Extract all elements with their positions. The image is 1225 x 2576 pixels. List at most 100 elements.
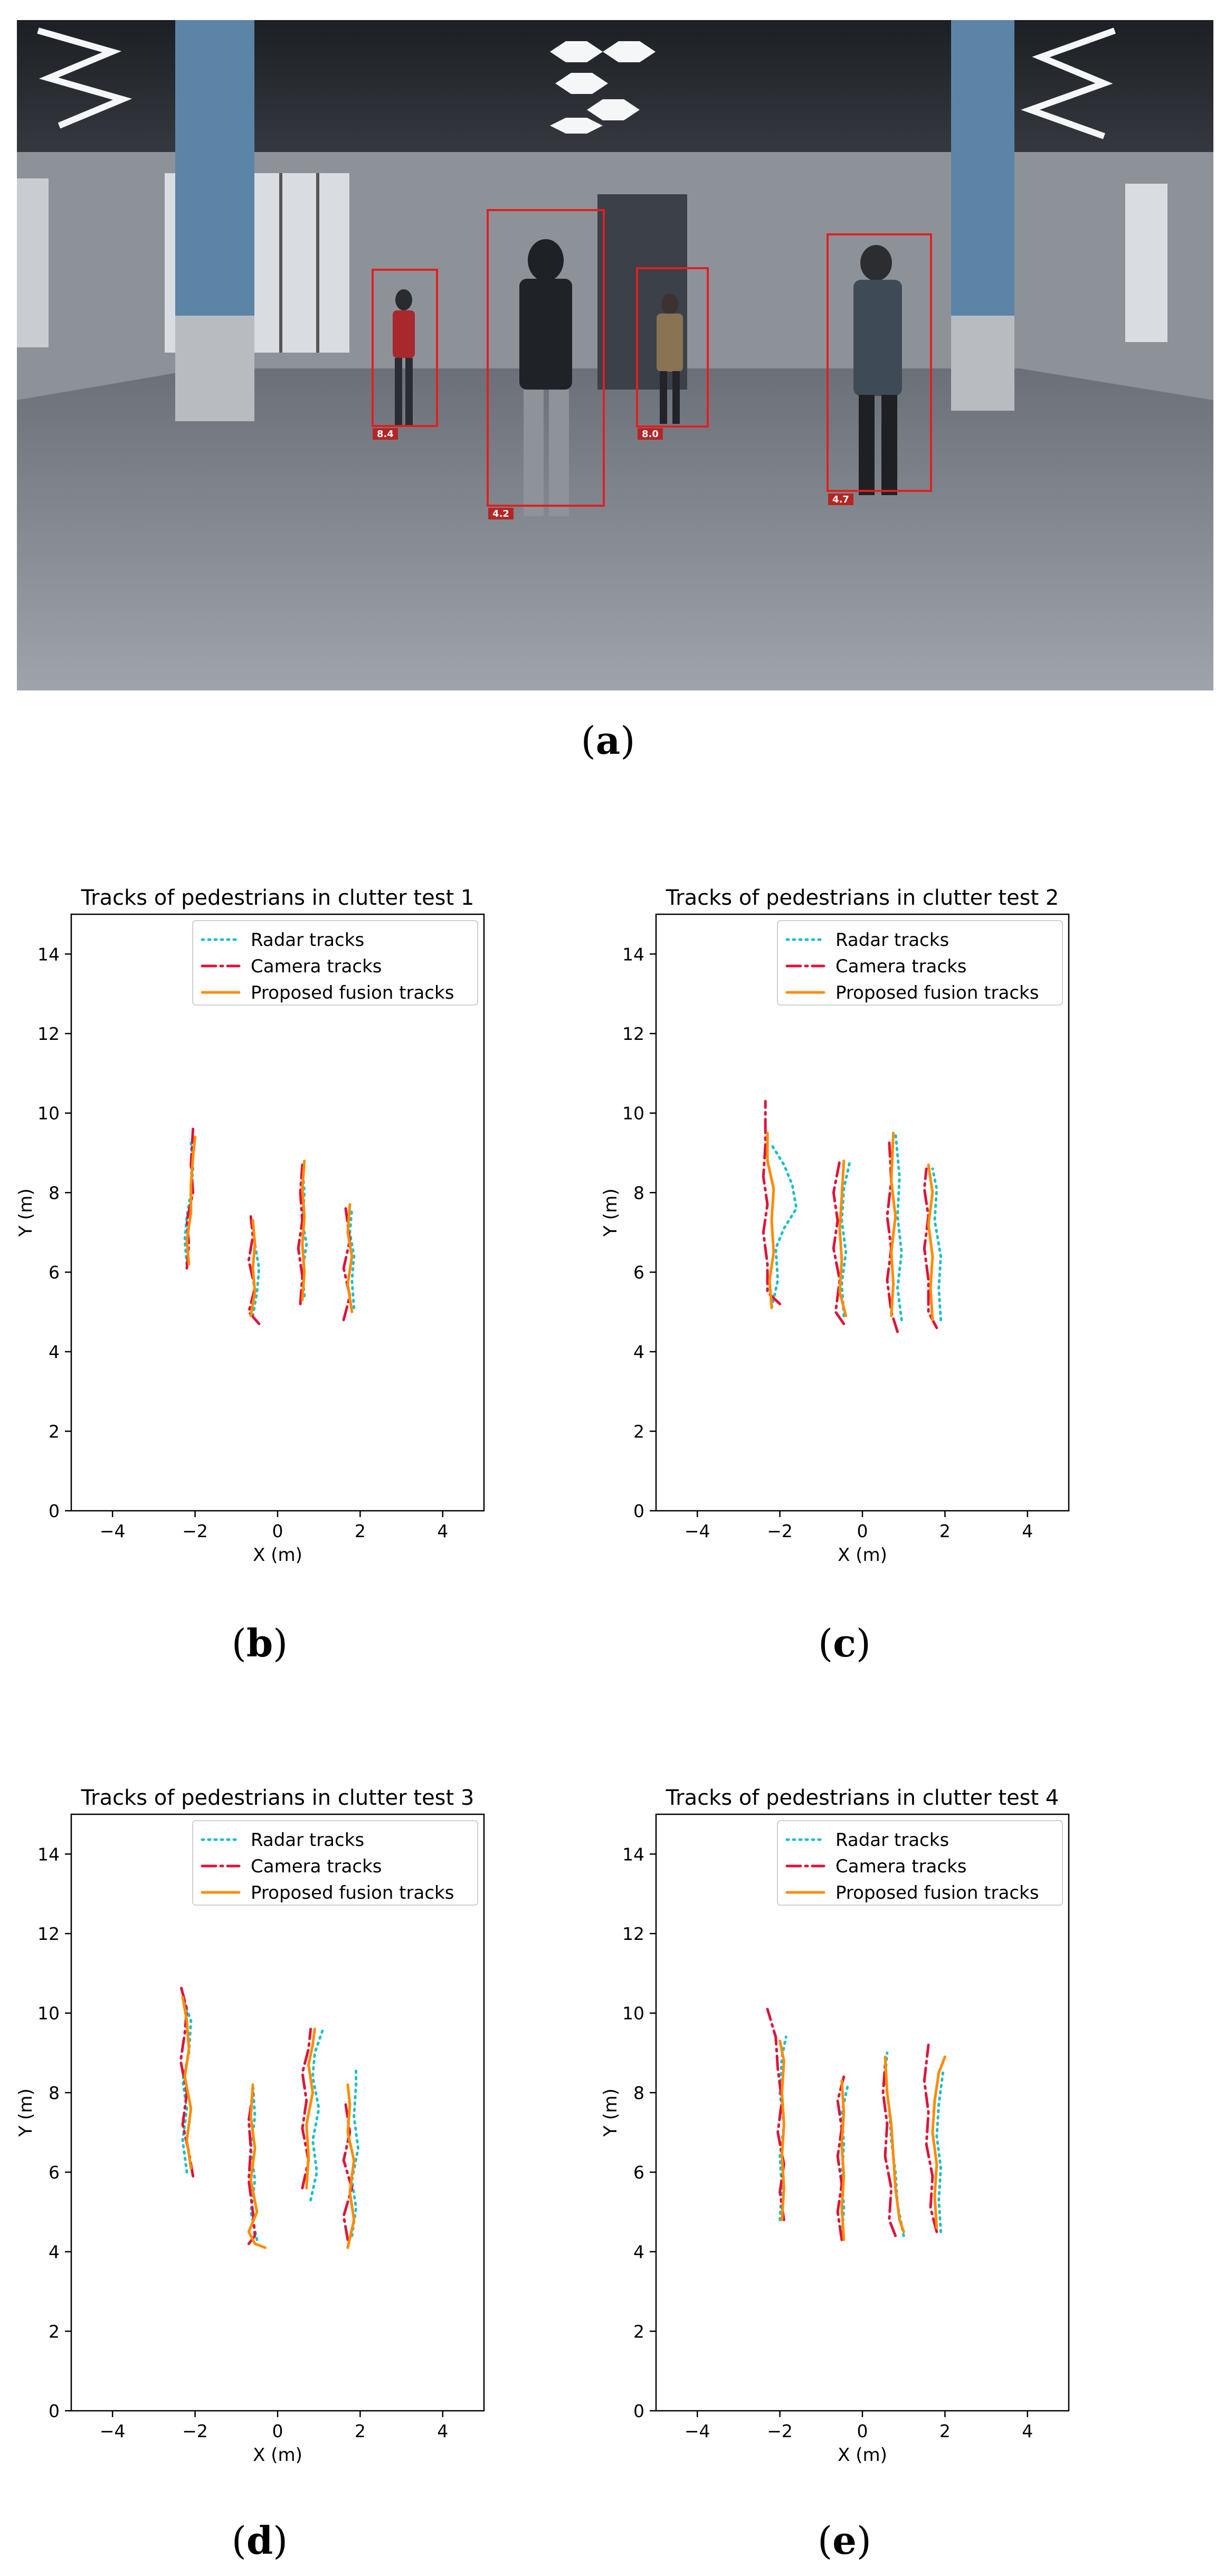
- y-tick-label: 6: [49, 2162, 60, 2183]
- series-track-line: [348, 1207, 356, 1310]
- x-tick-label: 0: [272, 1521, 283, 1541]
- x-tick-label: 0: [857, 2421, 868, 2441]
- series-track-line: [247, 2083, 267, 2249]
- track-plot-test-4: Tracks of pedestrians in clutter test 4 −…: [595, 1776, 1134, 2505]
- track-plot-svg: Tracks of pedestrians in clutter test 1 −…: [15, 886, 485, 1566]
- y-tick-label: 8: [633, 2082, 644, 2103]
- legend-label: Radar tracks: [835, 1830, 949, 1851]
- camera-photo: 8.4 4.2 8.0 4.7: [17, 20, 1213, 690]
- legend-label: Radar tracks: [835, 930, 949, 951]
- y-tick-label: 10: [37, 2003, 60, 2024]
- y-tick-label: 12: [37, 1924, 60, 1944]
- detection-label: 4.7: [832, 494, 849, 505]
- series-track-line: [350, 2067, 359, 2237]
- series-track-line: [836, 2075, 846, 2241]
- track-plot-svg: Tracks of pedestrians in clutter test 3 −…: [15, 1786, 485, 2466]
- y-tick-label: 8: [633, 1182, 644, 1203]
- x-axis-label: X (m): [838, 2445, 887, 2466]
- x-tick-label: −2: [182, 1521, 208, 1541]
- series-track-line: [770, 1143, 798, 1310]
- x-axis-label: X (m): [253, 1545, 302, 1566]
- x-tick-label: 2: [939, 1521, 951, 1541]
- x-tick-label: 4: [437, 1521, 448, 1541]
- y-tick-label: 14: [622, 944, 644, 964]
- series-track-line: [840, 1159, 851, 1318]
- y-tick-label: 0: [49, 2401, 60, 2421]
- y-tick-label: 6: [49, 1262, 60, 1283]
- plot-title: Tracks of pedestrians in clutter test 2: [666, 886, 1059, 910]
- x-tick-label: −2: [767, 2421, 793, 2441]
- detection-box: [372, 269, 438, 427]
- plot-title: Tracks of pedestrians in clutter test 4: [666, 1786, 1059, 1810]
- y-tick-label: 8: [49, 2082, 60, 2103]
- series-track-line: [766, 1131, 775, 1310]
- y-tick-label: 10: [622, 2003, 644, 2024]
- series-track-line: [884, 2051, 905, 2237]
- x-tick-label: 0: [857, 1521, 868, 1541]
- y-axis-label: Y (m): [600, 1188, 621, 1237]
- legend-label: Radar tracks: [251, 930, 364, 951]
- caption-b: (b): [231, 1621, 288, 1665]
- detection-label: 8.0: [642, 429, 659, 440]
- caption-a: (a): [581, 718, 635, 763]
- series-track-line: [838, 1159, 848, 1318]
- legend-label: Proposed fusion tracks: [251, 1882, 454, 1903]
- series-track-line: [342, 1207, 352, 1321]
- y-tick-label: 0: [633, 1501, 644, 1521]
- series-track-line: [927, 1163, 934, 1321]
- legend-label: Radar tracks: [251, 1830, 364, 1851]
- x-tick-label: 4: [1022, 2421, 1033, 2441]
- y-tick-label: 4: [49, 2242, 60, 2262]
- series-track-line: [185, 1135, 197, 1266]
- series-track-line: [309, 2028, 325, 2202]
- y-tick-label: 14: [622, 1844, 644, 1864]
- x-tick-label: −2: [182, 2421, 208, 2441]
- x-tick-label: 4: [437, 2421, 448, 2441]
- series-track-line: [181, 1996, 193, 2170]
- x-tick-label: −2: [767, 1521, 793, 1541]
- y-tick-label: 6: [633, 1262, 644, 1283]
- y-tick-label: 4: [49, 1342, 60, 1362]
- series-track-line: [840, 2079, 846, 2241]
- x-axis-label: X (m): [253, 2445, 302, 2466]
- detection-label: 4.2: [492, 508, 509, 519]
- y-tick-label: 2: [633, 1421, 644, 1442]
- series-track-line: [305, 2028, 316, 2190]
- y-tick-label: 0: [633, 2401, 644, 2421]
- series-track-line: [832, 1159, 846, 1325]
- x-tick-label: −4: [100, 2421, 126, 2441]
- y-tick-label: 0: [49, 1501, 60, 1521]
- series-track-line: [346, 1203, 354, 1313]
- track-plot-svg: Tracks of pedestrians in clutter test 2 −…: [600, 886, 1070, 1566]
- y-tick-label: 8: [49, 1182, 60, 1203]
- y-tick-label: 10: [622, 1103, 644, 1124]
- series-track-line: [881, 2063, 897, 2237]
- caption-d: (d): [231, 2518, 288, 2563]
- series-track-line: [931, 2056, 946, 2229]
- x-tick-label: −4: [685, 1521, 710, 1541]
- series-track-line: [249, 1219, 257, 1318]
- x-tick-label: −4: [685, 2421, 710, 2441]
- legend-label: Proposed fusion tracks: [251, 982, 454, 1003]
- legend-label: Camera tracks: [251, 956, 382, 977]
- series-track-line: [762, 1100, 782, 1305]
- track-plot-test-1: Tracks of pedestrians in clutter test 1 −…: [11, 876, 549, 1605]
- y-axis-label: Y (m): [15, 1188, 36, 1237]
- legend-label: Camera tracks: [835, 1856, 966, 1877]
- y-tick-label: 10: [37, 1103, 60, 1124]
- legend-label: Camera tracks: [251, 1856, 382, 1877]
- legend-box: [192, 920, 478, 1006]
- y-axis-label: Y (m): [600, 2088, 621, 2137]
- legend-label: Camera tracks: [835, 956, 966, 977]
- series-track-line: [923, 1167, 938, 1329]
- y-axis-label: Y (m): [15, 2088, 36, 2137]
- pedestrians: [393, 239, 902, 516]
- y-tick-label: 4: [633, 2242, 644, 2262]
- x-tick-label: 2: [355, 2421, 366, 2441]
- series-track-line: [301, 1159, 306, 1302]
- series-track-line: [297, 1163, 304, 1305]
- detection-box: [487, 209, 605, 507]
- detection-box: [636, 267, 709, 428]
- x-tick-label: 2: [355, 1521, 366, 1541]
- series-track-line: [935, 2071, 944, 2233]
